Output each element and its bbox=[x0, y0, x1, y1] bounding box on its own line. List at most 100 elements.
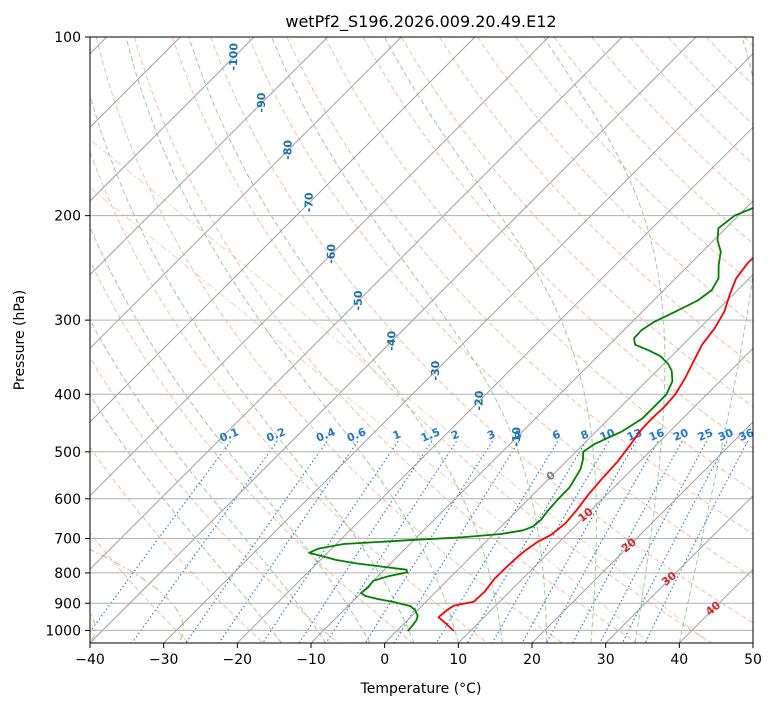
isotherm-label: -70 bbox=[302, 192, 316, 213]
dry-adiabat bbox=[438, 37, 753, 366]
isotherm-line bbox=[90, 37, 623, 571]
isotherm-line bbox=[384, 273, 753, 643]
isotherm-line bbox=[90, 37, 329, 276]
moist-adiabat bbox=[678, 37, 753, 643]
moist-adiabat bbox=[188, 37, 503, 643]
x-tick-label: −20 bbox=[223, 652, 253, 668]
moist-adiabat bbox=[125, 37, 459, 643]
mixing-ratio-label: 30 bbox=[716, 426, 735, 444]
mixing-ratio-label: 20 bbox=[671, 426, 690, 444]
moist-adiabat bbox=[90, 225, 371, 643]
dry-adiabat bbox=[210, 37, 753, 624]
axis-ticks: −40 −30 −20 −10 0 10 20 30 40 50 100 200 300 400 500 60… bbox=[45, 30, 762, 668]
isotherm-label: -100 bbox=[227, 43, 241, 71]
y-tick-label: 800 bbox=[54, 566, 81, 582]
x-tick-label: 10 bbox=[449, 652, 467, 668]
background-lines bbox=[90, 37, 753, 643]
mixing-ratio-label: 16 bbox=[647, 426, 666, 444]
dry-adiabat bbox=[400, 37, 753, 408]
temperature-profile bbox=[437, 256, 753, 632]
x-axis-label: Temperature (°C) bbox=[360, 681, 482, 697]
mixing-ratio-line bbox=[262, 440, 399, 643]
dry-adiabat bbox=[248, 37, 753, 579]
mixing-ratio-label: 36 bbox=[737, 426, 756, 444]
isotherm-label: -80 bbox=[281, 139, 295, 160]
isotherm-line bbox=[90, 37, 697, 643]
mixing-ratio-line bbox=[435, 441, 559, 643]
mixing-ratio-label: 8 bbox=[579, 428, 591, 443]
mixing-ratio-line bbox=[185, 440, 328, 643]
x-tick-label: 20 bbox=[523, 652, 541, 668]
dry-adiabat bbox=[90, 260, 414, 643]
mixing-ratio-line bbox=[131, 440, 278, 643]
isotherm-line bbox=[90, 37, 255, 202]
y-tick-label: 500 bbox=[54, 445, 81, 461]
x-tick-label: −30 bbox=[149, 652, 179, 668]
dry-adiabat bbox=[95, 37, 563, 643]
mixing-ratio-line bbox=[545, 441, 659, 643]
mixing-ratio-line bbox=[218, 440, 359, 643]
x-tick-label: 50 bbox=[744, 652, 762, 668]
plot-background bbox=[90, 37, 753, 643]
mixing-ratio-line bbox=[521, 441, 637, 643]
y-tick-label: 1000 bbox=[45, 623, 81, 639]
x-tick-label: 30 bbox=[597, 652, 615, 668]
dry-adiabat bbox=[629, 37, 753, 165]
isotherm-line bbox=[236, 126, 753, 643]
mixing-ratio-line bbox=[90, 440, 232, 633]
mixing-ratio-label: 1 bbox=[391, 428, 403, 443]
isotherm-label: -50 bbox=[352, 290, 366, 311]
isotherm-line bbox=[310, 200, 753, 643]
dry-adiabat bbox=[553, 37, 753, 245]
x-tick-label: −10 bbox=[296, 652, 326, 668]
y-tick-label: 900 bbox=[54, 596, 81, 612]
moist-adiabat bbox=[271, 37, 548, 643]
isotherm-label: -60 bbox=[325, 243, 339, 264]
mixing-ratio-line bbox=[467, 441, 587, 643]
isotherm-line bbox=[90, 37, 476, 423]
x-tick-label: 40 bbox=[670, 652, 688, 668]
isotherm-line bbox=[90, 37, 550, 497]
y-tick-label: 100 bbox=[54, 30, 81, 46]
y-tick-label: 600 bbox=[54, 492, 81, 508]
dry-adiabat bbox=[133, 37, 638, 643]
mixing-ratio-line bbox=[644, 441, 749, 643]
y-tick-label: 200 bbox=[54, 209, 81, 225]
moist-adiabat bbox=[384, 37, 597, 643]
dry-adiabat bbox=[90, 446, 264, 643]
y-tick-label: 700 bbox=[54, 532, 81, 548]
isotherm-label: -90 bbox=[255, 92, 269, 113]
isotherm-line bbox=[163, 52, 753, 643]
isotherm-line bbox=[457, 347, 753, 643]
mixing-ratio-label: 13 bbox=[625, 426, 644, 444]
mixing-ratio-label: 2 bbox=[449, 428, 461, 443]
x-tick-label: −40 bbox=[75, 652, 105, 668]
isotherm-label: -10 bbox=[510, 426, 524, 447]
dry-adiabat bbox=[286, 37, 753, 535]
x-tick-label: 0 bbox=[380, 652, 389, 668]
isotherm-label: -30 bbox=[429, 360, 443, 381]
dry-adiabat bbox=[324, 37, 753, 492]
isotherm-label: -40 bbox=[385, 330, 399, 351]
pressure-gridlines bbox=[90, 37, 753, 631]
mixing-ratio-label: 3 bbox=[485, 428, 497, 443]
dewpoint-profile bbox=[308, 207, 753, 632]
sounding-profiles bbox=[308, 207, 753, 632]
isotherm-line bbox=[605, 494, 753, 643]
isotherm-line bbox=[531, 421, 753, 643]
moist-adiabat bbox=[90, 319, 327, 643]
right-arc bbox=[90, 186, 651, 643]
moist-adiabat bbox=[543, 37, 666, 643]
y-axis-label: Pressure (hPa) bbox=[12, 290, 28, 390]
y-tick-label: 300 bbox=[54, 313, 81, 329]
isotherm-label: -20 bbox=[472, 390, 486, 411]
right-arc bbox=[90, 139, 710, 643]
chart-title: wetPf2_S196.2026.009.20.49.E12 bbox=[285, 12, 556, 32]
mixing-ratio-line bbox=[491, 441, 610, 643]
dry-adiabat bbox=[515, 37, 753, 285]
moist-adiabat bbox=[90, 393, 282, 643]
isotherm-line bbox=[90, 37, 402, 350]
plot-frame bbox=[89, 36, 754, 644]
y-tick-label: 400 bbox=[54, 387, 81, 403]
